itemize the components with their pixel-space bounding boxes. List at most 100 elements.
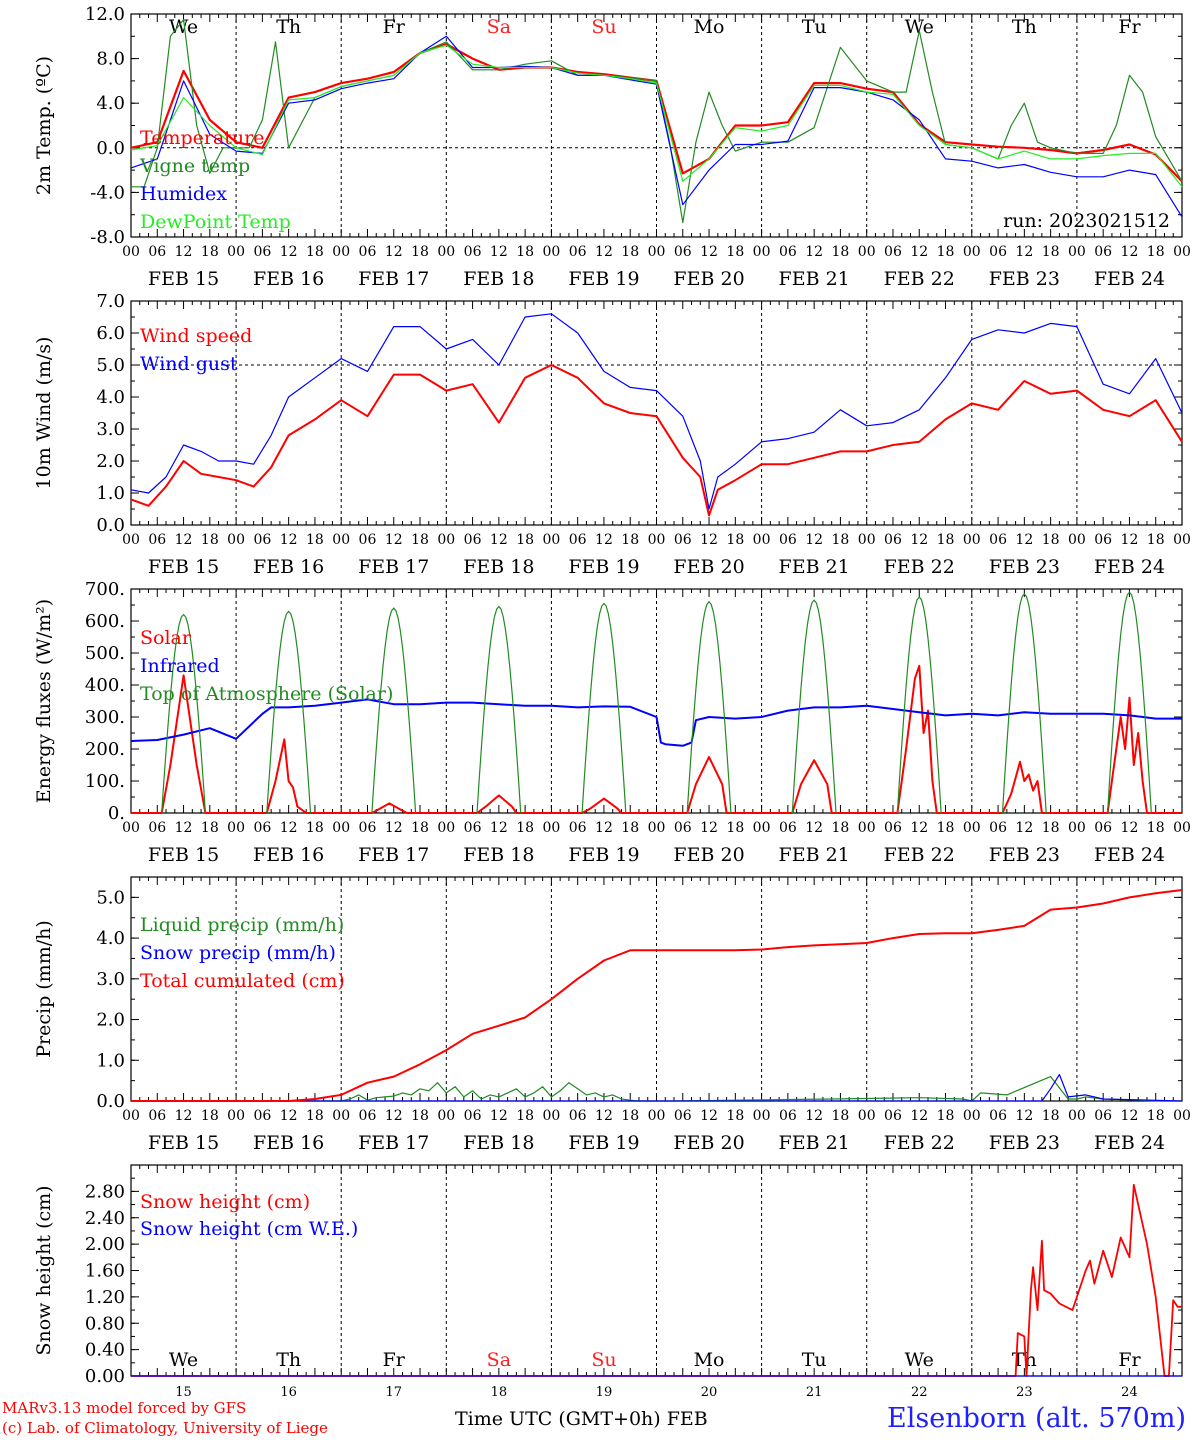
hour-tick-label: 12 bbox=[280, 1108, 298, 1124]
y-tick-label: 3.0 bbox=[96, 969, 125, 990]
y-tick-label: 2.00 bbox=[85, 1234, 125, 1255]
date-label: FEB 15 bbox=[148, 844, 219, 866]
date-label: FEB 23 bbox=[989, 556, 1060, 578]
hour-tick-label: 06 bbox=[569, 244, 587, 260]
hour-tick-label: 00 bbox=[1068, 1108, 1086, 1124]
hour-tick-label: 18 bbox=[1147, 820, 1165, 836]
y-tick-label: 700. bbox=[85, 579, 125, 600]
day-name: Su bbox=[591, 1349, 616, 1371]
legend-entry: Liquid precip (mm/h) bbox=[140, 914, 344, 936]
hour-tick-label: 00 bbox=[437, 1108, 455, 1124]
legend-entry: Wind gust bbox=[140, 353, 238, 375]
hour-tick-label: 00 bbox=[963, 532, 981, 548]
hour-tick-label: 12 bbox=[700, 820, 718, 836]
series-line bbox=[131, 19, 1183, 224]
hour-tick-label: 06 bbox=[989, 1108, 1007, 1124]
hour-tick-label: 18 bbox=[1042, 244, 1060, 260]
hour-tick-label: 12 bbox=[490, 532, 508, 548]
series-line-toa bbox=[266, 610, 312, 814]
y-axis-label: 10m Wind (m/s) bbox=[33, 337, 55, 490]
series-line bbox=[131, 1073, 1183, 1102]
date-label: FEB 22 bbox=[884, 844, 955, 866]
date-label: FEB 21 bbox=[779, 844, 850, 866]
hour-tick-label: 18 bbox=[832, 244, 850, 260]
series-line-toa bbox=[581, 602, 627, 814]
date-label: FEB 22 bbox=[884, 556, 955, 578]
legend-entry: Snow height (cm W.E.) bbox=[140, 1218, 358, 1240]
hour-tick-label: 00 bbox=[753, 1108, 771, 1124]
date-label: FEB 16 bbox=[253, 844, 324, 866]
hour-tick-label: 12 bbox=[700, 1108, 718, 1124]
hour-tick-label: 06 bbox=[674, 244, 692, 260]
date-label: FEB 24 bbox=[1094, 268, 1165, 290]
hour-tick-label: 18 bbox=[1147, 244, 1165, 260]
hour-tick-label: 06 bbox=[148, 244, 166, 260]
hour-tick-label: 18 bbox=[726, 532, 744, 548]
date-label: FEB 19 bbox=[568, 556, 639, 578]
day-number: 20 bbox=[701, 1385, 718, 1400]
y-tick-label: 2.40 bbox=[85, 1208, 125, 1229]
y-tick-label: 7.0 bbox=[96, 291, 125, 312]
y-tick-label: 12.0 bbox=[85, 4, 125, 25]
hour-tick-label: 06 bbox=[253, 820, 271, 836]
day-name: Sa bbox=[487, 16, 511, 38]
day-number: 17 bbox=[385, 1385, 402, 1400]
lab-credit: (c) Lab. of Climatology, University of L… bbox=[2, 1419, 328, 1437]
legend-entry: Total cumulated (cm) bbox=[140, 970, 345, 992]
hour-tick-label: 12 bbox=[1015, 820, 1033, 836]
day-number: 18 bbox=[491, 1385, 508, 1400]
series-line bbox=[130, 44, 1183, 188]
hour-tick-label: 12 bbox=[490, 244, 508, 260]
day-name: Sa bbox=[487, 1349, 511, 1371]
day-name: Th bbox=[276, 1349, 301, 1371]
series-line bbox=[131, 889, 1183, 1102]
panel-2: 7.0 6.0 5.0 4.0 3.0 2.0 1.0 0.0 10m Wind (m/s) 00… bbox=[33, 291, 1191, 578]
hour-tick-label: 12 bbox=[595, 1108, 613, 1124]
hour-tick-label: 12 bbox=[385, 532, 403, 548]
hour-tick-label: 18 bbox=[937, 1108, 955, 1124]
series-line-toa bbox=[791, 599, 837, 814]
hour-tick-label: 06 bbox=[253, 1108, 271, 1124]
day-name: Mo bbox=[694, 1349, 725, 1371]
hour-tick-label: 00 bbox=[648, 820, 666, 836]
date-label: FEB 22 bbox=[884, 1132, 955, 1154]
hour-tick-label: 18 bbox=[201, 244, 219, 260]
y-tick-label: 0.80 bbox=[85, 1313, 125, 1334]
hour-tick-label: 18 bbox=[1147, 1108, 1165, 1124]
y-axis-label: 2m Temp. (ºC) bbox=[33, 56, 55, 195]
legend-entry: Snow precip (mm/h) bbox=[140, 942, 336, 964]
time-axis-title: Time UTC (GMT+0h) bbox=[455, 1408, 661, 1430]
hour-tick-label: 12 bbox=[385, 244, 403, 260]
hour-tick-label: 12 bbox=[1121, 1108, 1139, 1124]
hour-tick-label: 00 bbox=[753, 532, 771, 548]
hour-tick-label: 18 bbox=[621, 244, 639, 260]
y-tick-label: 1.0 bbox=[96, 483, 125, 504]
hour-tick-label: 12 bbox=[1015, 244, 1033, 260]
date-label: FEB 20 bbox=[673, 1132, 744, 1154]
series-line-toa bbox=[1001, 592, 1047, 814]
hour-tick-label: 00 bbox=[963, 244, 981, 260]
hour-tick-label: 18 bbox=[937, 820, 955, 836]
hour-tick-label: 06 bbox=[1094, 820, 1112, 836]
hour-tick-label: 18 bbox=[1042, 1108, 1060, 1124]
hour-tick-label: 18 bbox=[832, 1108, 850, 1124]
hour-tick-label: 18 bbox=[726, 820, 744, 836]
hour-tick-label: 06 bbox=[359, 244, 377, 260]
legend-entry: Snow height (cm) bbox=[140, 1191, 310, 1213]
hour-tick-label: 00 bbox=[227, 532, 245, 548]
hour-tick-label: 06 bbox=[569, 820, 587, 836]
hour-tick-label: 00 bbox=[332, 1108, 350, 1124]
series-line bbox=[130, 313, 1183, 510]
day-name: Fr bbox=[1118, 1349, 1141, 1371]
hour-tick-label: 00 bbox=[542, 532, 560, 548]
panel-1: 12.0 8.0 4.0 0.0 -4.0 -8.0 2m Temp. (ºC) 00 06 12… bbox=[33, 4, 1191, 290]
hour-tick-label: 06 bbox=[1094, 1108, 1112, 1124]
hour-tick-label: 00 bbox=[122, 532, 140, 548]
hour-tick-label: 00 bbox=[542, 244, 560, 260]
date-label: FEB 24 bbox=[1094, 844, 1165, 866]
y-tick-label: 5.0 bbox=[96, 355, 125, 376]
hour-tick-label: 00 bbox=[1173, 1108, 1191, 1124]
hour-tick-label: 18 bbox=[516, 532, 534, 548]
date-label: FEB 22 bbox=[884, 268, 955, 290]
hour-tick-label: 06 bbox=[569, 532, 587, 548]
